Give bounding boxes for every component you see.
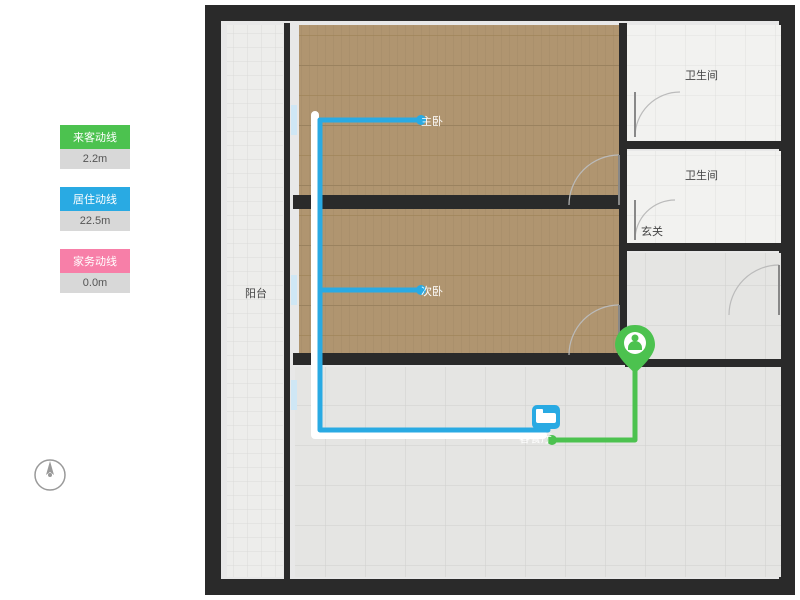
room-balcony <box>227 25 283 577</box>
room-living-dining <box>295 367 781 577</box>
bed-marker-icon <box>532 405 560 429</box>
label-entrance: 玄关 <box>641 223 663 239</box>
room-bathroom-1 <box>625 25 781 143</box>
label-balcony: 阳台 <box>245 285 267 301</box>
legend-item-living: 居住动线 22.5m <box>60 187 130 231</box>
room-second-bedroom <box>299 207 619 355</box>
label-master-bedroom: 主卧 <box>421 113 443 129</box>
legend-value: 2.2m <box>60 149 130 169</box>
legend-value: 22.5m <box>60 211 130 231</box>
label-bathroom-2: 卫生间 <box>685 167 718 183</box>
label-living-dining: 客餐厅 <box>519 430 552 446</box>
legend-item-guest: 来客动线 2.2m <box>60 125 130 169</box>
legend: 来客动线 2.2m 居住动线 22.5m 家务动线 0.0m <box>60 125 130 311</box>
compass-icon <box>30 455 70 495</box>
legend-item-housework: 家务动线 0.0m <box>60 249 130 293</box>
legend-label: 居住动线 <box>60 187 130 211</box>
label-bathroom-1: 卫生间 <box>685 67 718 83</box>
room-master-bedroom <box>299 25 619 197</box>
legend-label: 家务动线 <box>60 249 130 273</box>
label-second-bedroom: 次卧 <box>421 283 443 299</box>
legend-label: 来客动线 <box>60 125 130 149</box>
floorplan: 阳台 主卧 次卧 客餐厅 玄关 卫生间 卫生间 <box>205 5 795 595</box>
legend-value: 0.0m <box>60 273 130 293</box>
